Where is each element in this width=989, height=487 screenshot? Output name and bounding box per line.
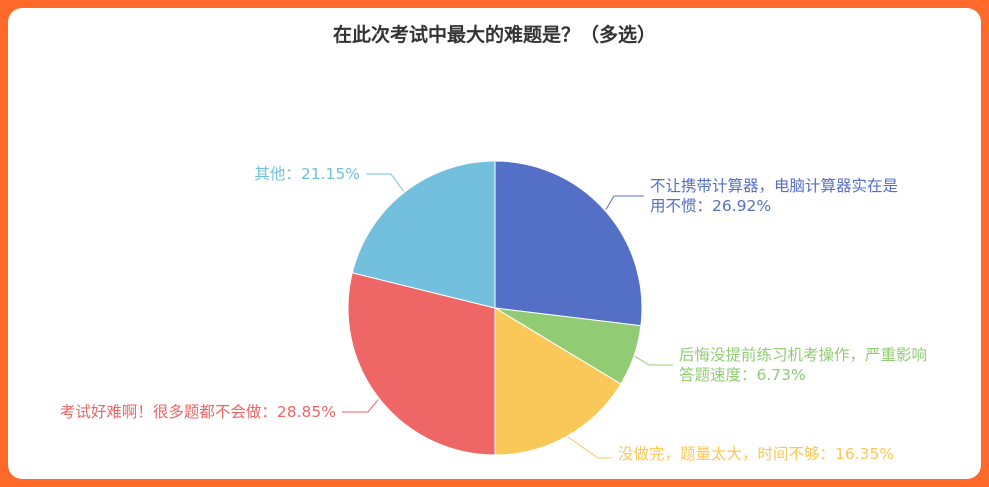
pie-slice-0 — [494, 160, 643, 327]
slice-label-line: 没做完，题量太大，时间不够：16.35% — [618, 445, 894, 463]
slice-label-line: 用不惯：26.92% — [650, 197, 771, 215]
label-line-1 — [634, 355, 673, 366]
slice-label-2: 没做完，题量太大，时间不够：16.35% — [618, 445, 894, 463]
pie-slice-4 — [351, 160, 496, 309]
slice-label-line: 其他：21.15% — [254, 165, 360, 183]
slice-label-line: 考试好难啊！很多题都不会做：28.85% — [60, 403, 336, 421]
slice-label-0: 不让携带计算器，电脑计算器实在是用不惯：26.92% — [650, 176, 898, 215]
slice-label-line: 不让携带计算器，电脑计算器实在是 — [650, 176, 898, 195]
label-line-2 — [567, 436, 612, 459]
label-line-4 — [366, 173, 405, 192]
slice-label-line: 后悔没提前练习机考操作，严重影响 — [679, 346, 927, 364]
slice-label-3: 考试好难啊！很多题都不会做：28.85% — [60, 403, 336, 421]
chart-card: 在此次考试中最大的难题是？（多选） 不让携带计算器，电脑计算器实在是用不惯：26… — [8, 8, 981, 479]
pie-slice-2 — [494, 307, 622, 456]
label-line-0 — [605, 195, 644, 211]
label-line-3 — [342, 398, 379, 413]
slice-label-4: 其他：21.15% — [254, 165, 360, 183]
pie-chart: 不让携带计算器，电脑计算器实在是用不惯：26.92% 后悔没提前练习机考操作，严重… — [60, 160, 927, 463]
slice-label-line: 答题速度：6.73% — [679, 366, 806, 384]
slice-label-1: 后悔没提前练习机考操作，严重影响答题速度：6.73% — [679, 346, 927, 384]
chart-title: 在此次考试中最大的难题是？（多选） — [332, 24, 656, 46]
pie-slice-3 — [347, 272, 496, 456]
